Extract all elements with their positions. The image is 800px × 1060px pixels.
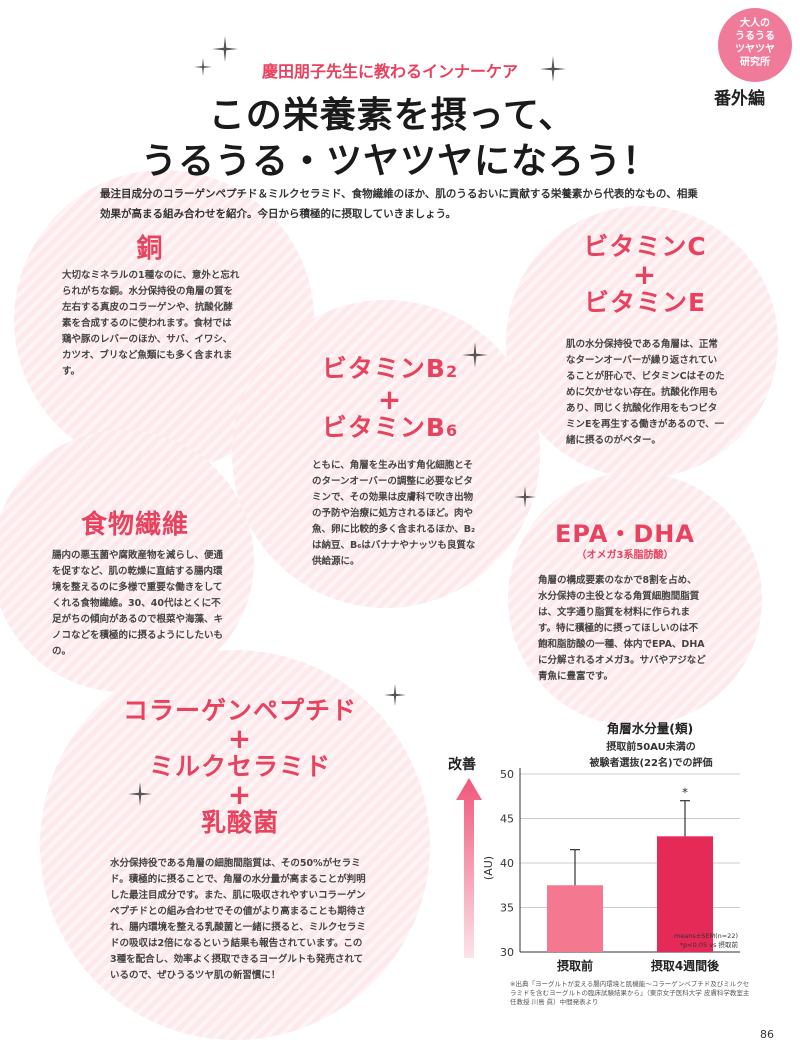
- badge-line: うるうる: [735, 31, 775, 42]
- badge-line: ツヤツヤ: [735, 44, 775, 55]
- fiber-body: 腸内の悪玉菌や腐敗産物を減らし、便通を促すなど、肌の乾燥に直結する腸内環境を整え…: [52, 550, 224, 657]
- moisture-chart: 角層水分量(頬) 摂取前50AU未満の 被験者選抜(22名)での評価 改善 30…: [440, 718, 760, 1028]
- bar: [657, 836, 713, 952]
- collagen-peptide-label: コラーゲンペプチド: [122, 696, 357, 725]
- chart-title: 角層水分量(頬): [606, 721, 694, 736]
- epa-body: 角層の構成要素のなかで8割を占め、水分保持の主役となる角質細胞間脂質は、文字通り…: [538, 575, 706, 682]
- chart-plot: 30 35 40 45 50 (AU) 摂取前 * 摂取4週間後 means±SEM(n=22)*…: [482, 768, 740, 973]
- page-number: 86: [760, 1028, 774, 1041]
- vitamin-b-title: ビタミンB2 + ビタミンB6: [300, 354, 480, 446]
- page-title-line1: この栄養素を摂って、: [208, 95, 576, 136]
- sparkle-icon: [194, 58, 212, 76]
- sparkle-icon: [128, 782, 152, 806]
- lactic-bacteria-label: 乳酸菌: [200, 808, 279, 837]
- vitamin-b6-text: ビタミンB: [321, 413, 446, 442]
- sparkle-icon: [540, 56, 566, 82]
- y-tick-label: 45: [500, 813, 514, 826]
- page-title-line2: うるうる・ツヤツヤになろう！: [140, 141, 659, 182]
- vitamin-b6-sub: 6: [445, 421, 459, 440]
- y-axis-label: (AU): [482, 856, 495, 880]
- y-tick-label: 35: [500, 902, 514, 915]
- milk-ceramide-label: ミルクセラミド: [148, 752, 331, 781]
- vitamin-c-label: ビタミンC: [583, 232, 707, 261]
- stats-note: *p<0.05 vs 摂取前: [680, 940, 739, 949]
- epa-subtitle: （オメガ3系脂肪酸）: [576, 550, 674, 561]
- badge-line: 研究所: [740, 57, 770, 68]
- bar: [547, 885, 603, 952]
- badge-line: 大人の: [740, 18, 770, 29]
- sparkle-icon: [384, 684, 406, 706]
- bg-circle-vitamin-ce: [506, 206, 778, 478]
- chart-source-note: ※出典「ヨーグルトが変える腸内環境と肌機能～コラーゲンペプチド及びミルクセラミド…: [510, 980, 750, 1006]
- vitamin-b6-label: ビタミンB6: [322, 413, 458, 442]
- collagen-body: 水分保持役である角層の細胞間脂質は、その50%がセラミド。積極的に摂ることで、角…: [110, 858, 366, 981]
- badge-label: 番外編: [714, 89, 765, 109]
- plus-icon: +: [632, 258, 658, 291]
- sparkle-icon: [462, 342, 488, 368]
- plus-icon: +: [377, 383, 403, 416]
- bg-circle-copper: [14, 170, 314, 470]
- vitamin-b2-label: ビタミンB2: [322, 354, 458, 383]
- epa-title: EPA・DHA: [555, 520, 695, 548]
- significance-mark: *: [682, 786, 688, 800]
- bg-circle-vitamin-b: [232, 300, 540, 608]
- vitamin-b2-sub: 2: [445, 362, 459, 381]
- bg-circle-collagen: [40, 650, 430, 1040]
- lead-text: 最注目成分のコラーゲンペプチド＆ミルクセラミド、食物繊維のほか、肌のうるおいに貢…: [100, 188, 698, 220]
- vitamin-ce-title: ビタミンC + ビタミンE: [560, 232, 730, 318]
- plus-icon: +: [227, 778, 253, 811]
- collagen-title: コラーゲンペプチド + ミルクセラミド + 乳酸菌: [110, 696, 370, 838]
- chart-subtitle-line2: 被験者選抜(22名)での評価: [589, 758, 713, 769]
- copper-body: 大切なミネラルの1種なのに、意外と忘れられがちな銅。水分保持役の角層の質を左右す…: [62, 270, 240, 377]
- stats-note: means±SEM(n=22): [674, 932, 738, 940]
- sparkle-icon: [514, 486, 536, 508]
- series-badge: 大人の うるうる ツヤツヤ 研究所: [718, 8, 792, 82]
- improvement-label: 改善: [448, 757, 476, 773]
- y-tick-label: 50: [500, 768, 514, 781]
- chart-subtitle-line1: 摂取前50AU未満の: [606, 742, 696, 753]
- up-arrow-icon: [456, 778, 482, 958]
- y-tick-label: 30: [500, 946, 514, 959]
- x-tick-label: 摂取前: [557, 958, 593, 973]
- bg-circle-epa: [508, 472, 762, 726]
- bg-circle-fiber: [0, 430, 254, 692]
- x-tick-label: 摂取4週間後: [651, 958, 720, 973]
- copper-title: 銅: [136, 234, 164, 264]
- page-subtitle: 慶田朋子先生に教わるインナーケア: [261, 62, 518, 81]
- vitamin-b2-text: ビタミンB: [321, 354, 446, 383]
- fiber-title: 食物繊維: [80, 510, 189, 540]
- vitamin-e-label: ビタミンE: [583, 288, 707, 317]
- plus-icon: +: [227, 722, 253, 755]
- vitamin-b-body: ともに、角層を生み出す角化細胞とそのターンオーバーの調整に必要なビタミンで、その…: [312, 460, 476, 567]
- sparkle-icon: [212, 36, 238, 62]
- vitamin-ce-body: 肌の水分保持役である角層は、正常なターンオーバーが繰り返されていることが肝心で、…: [566, 339, 725, 446]
- y-tick-label: 40: [500, 857, 514, 870]
